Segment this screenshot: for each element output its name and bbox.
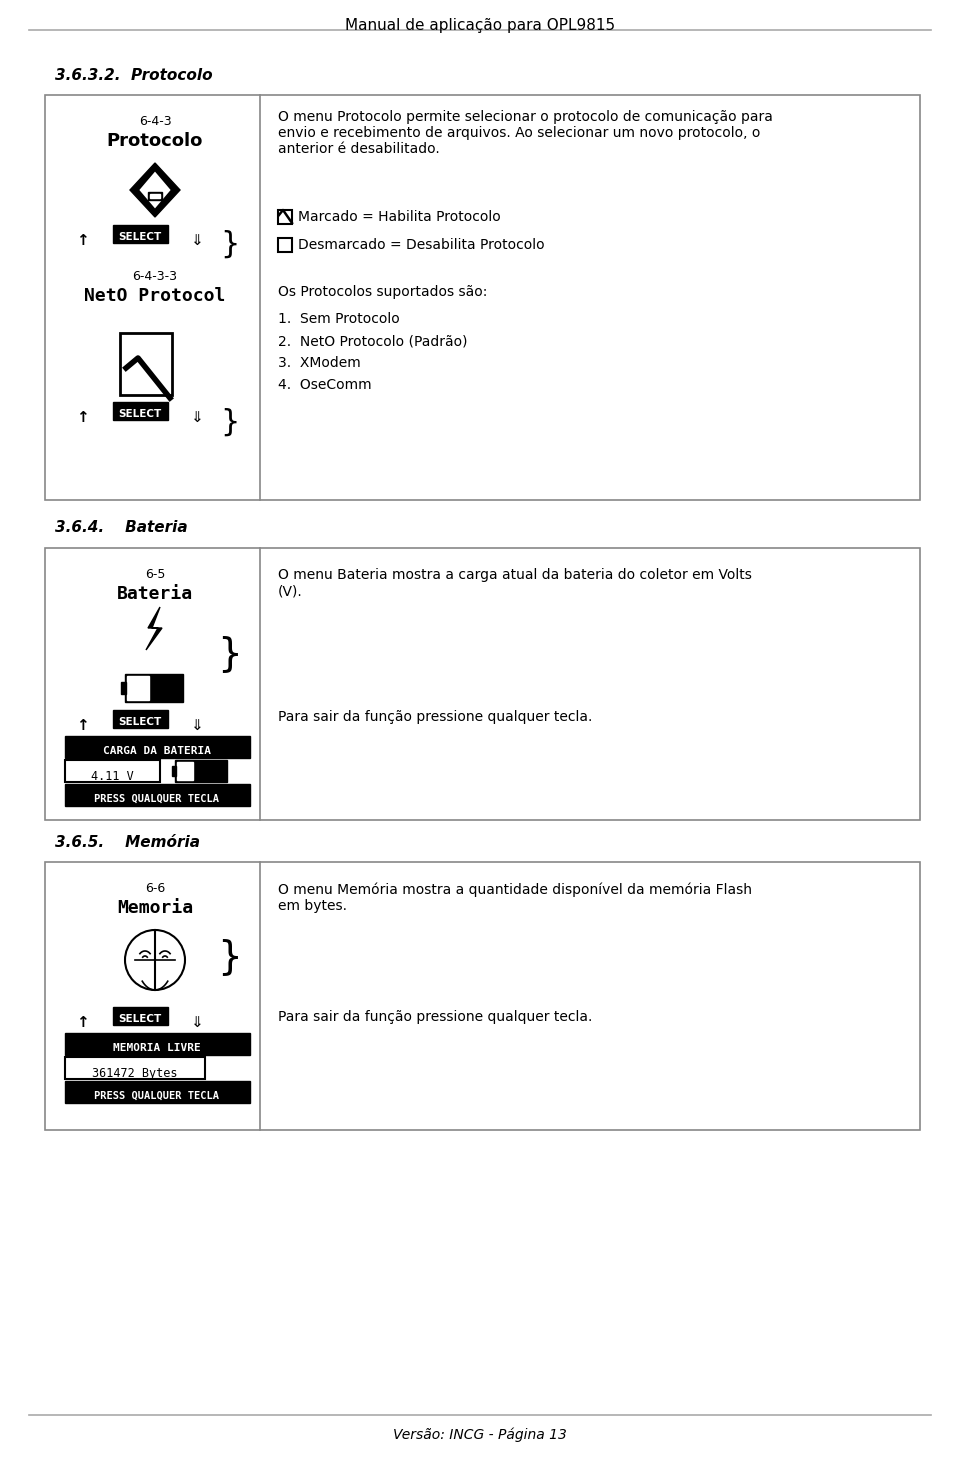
- Text: O menu Memória mostra a quantidade disponível da memória Flash
em bytes.: O menu Memória mostra a quantidade dispo…: [278, 882, 752, 913]
- Text: Bateria: Bateria: [117, 585, 193, 604]
- Bar: [125, 674, 183, 701]
- Bar: [65, 1080, 250, 1104]
- Text: SELECT: SELECT: [118, 1013, 161, 1024]
- Bar: [175, 760, 227, 781]
- Text: NetO Protocol: NetO Protocol: [84, 287, 226, 305]
- Text: MEMORIA LIVRE: MEMORIA LIVRE: [113, 1042, 201, 1053]
- Bar: [65, 760, 160, 781]
- Bar: [278, 210, 292, 225]
- Text: Marcado = Habilita Protocolo: Marcado = Habilita Protocolo: [298, 210, 501, 225]
- Text: ↑: ↑: [76, 410, 88, 424]
- Bar: [113, 225, 168, 243]
- Bar: [113, 402, 168, 420]
- Bar: [113, 1007, 168, 1025]
- Polygon shape: [138, 171, 172, 210]
- Text: Desmarcado = Desabilita Protocolo: Desmarcado = Desabilita Protocolo: [298, 238, 544, 252]
- Text: ↑: ↑: [76, 233, 88, 248]
- Text: ⇓: ⇓: [191, 717, 204, 733]
- Text: 2.  NetO Protocolo (Padrão): 2. NetO Protocolo (Padrão): [278, 334, 468, 348]
- Bar: [45, 548, 920, 819]
- Text: Protocolo: Protocolo: [107, 133, 204, 150]
- Bar: [45, 862, 920, 1130]
- Text: ↑: ↑: [76, 1015, 88, 1029]
- Bar: [65, 784, 250, 806]
- Text: SELECT: SELECT: [118, 232, 161, 242]
- Text: ⇓: ⇓: [191, 1015, 204, 1029]
- Bar: [150, 194, 160, 198]
- Circle shape: [125, 930, 185, 990]
- Text: 361472 Bytes: 361472 Bytes: [92, 1067, 178, 1080]
- Text: Os Protocolos suportados são:: Os Protocolos suportados são:: [278, 284, 488, 299]
- Text: 1.  Sem Protocolo: 1. Sem Protocolo: [278, 312, 399, 327]
- Text: PRESS QUALQUER TECLA: PRESS QUALQUER TECLA: [94, 1091, 220, 1101]
- Text: 4.11 V: 4.11 V: [90, 770, 133, 783]
- Bar: [148, 192, 162, 200]
- Text: 3.6.5.    Memória: 3.6.5. Memória: [55, 835, 200, 850]
- Text: CARGA DA BATERIA: CARGA DA BATERIA: [103, 746, 211, 757]
- Bar: [121, 682, 126, 694]
- Text: 6-4-3-3: 6-4-3-3: [132, 270, 178, 283]
- Text: ⇓: ⇓: [191, 233, 204, 248]
- Bar: [177, 763, 193, 780]
- Text: SELECT: SELECT: [118, 410, 161, 418]
- Text: O menu Bateria mostra a carga atual da bateria do coletor em Volts
(V).: O menu Bateria mostra a carga atual da b…: [278, 569, 752, 598]
- Bar: [45, 95, 920, 500]
- Text: }: }: [218, 636, 242, 674]
- Text: 4.  OseComm: 4. OseComm: [278, 378, 372, 392]
- Text: 6-6: 6-6: [145, 882, 165, 895]
- Bar: [127, 677, 149, 700]
- Bar: [120, 332, 172, 395]
- Text: ⇓: ⇓: [191, 410, 204, 424]
- Text: 3.6.4.    Bateria: 3.6.4. Bateria: [55, 521, 187, 535]
- Text: PRESS QUALQUER TECLA: PRESS QUALQUER TECLA: [94, 795, 220, 803]
- Text: Para sair da função pressione qualquer tecla.: Para sair da função pressione qualquer t…: [278, 1010, 592, 1024]
- Bar: [65, 1057, 205, 1079]
- Bar: [65, 1034, 250, 1056]
- Bar: [113, 710, 168, 728]
- Text: 3.  XModem: 3. XModem: [278, 356, 361, 370]
- Polygon shape: [130, 163, 180, 217]
- Text: Para sair da função pressione qualquer tecla.: Para sair da função pressione qualquer t…: [278, 710, 592, 725]
- Bar: [278, 238, 292, 252]
- Text: 3.6.3.2.  Protocolo: 3.6.3.2. Protocolo: [55, 69, 212, 83]
- Text: }: }: [220, 408, 240, 437]
- Bar: [65, 736, 250, 758]
- Text: 6-5: 6-5: [145, 569, 165, 580]
- Text: ↑: ↑: [76, 717, 88, 733]
- Text: 6-4-3: 6-4-3: [138, 115, 171, 128]
- Text: Memoria: Memoria: [117, 900, 193, 917]
- Text: Versão: INCG - Página 13: Versão: INCG - Página 13: [393, 1427, 567, 1442]
- Bar: [172, 765, 176, 776]
- Text: }: }: [220, 230, 240, 260]
- Text: SELECT: SELECT: [118, 717, 161, 728]
- Polygon shape: [146, 607, 162, 650]
- Text: Manual de aplicação para OPL9815: Manual de aplicação para OPL9815: [345, 17, 615, 34]
- Text: }: }: [218, 937, 242, 975]
- Text: O menu Protocolo permite selecionar o protocolo de comunicação para
envio e rece: O menu Protocolo permite selecionar o pr…: [278, 109, 773, 156]
